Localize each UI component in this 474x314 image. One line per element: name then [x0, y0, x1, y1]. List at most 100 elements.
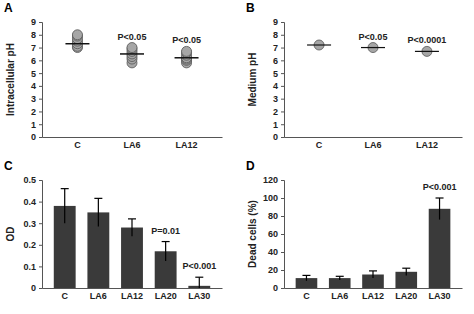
x-tick: LA30	[429, 288, 451, 301]
y-tick-label: 2	[273, 107, 278, 117]
y-tick-label: 0	[31, 132, 36, 142]
y-tick: 7	[31, 43, 42, 53]
y-tick-mark	[281, 99, 284, 100]
x-tick-label: LA12	[176, 140, 198, 150]
y-tick-label: 0.5	[23, 175, 36, 185]
y-tick: 6	[31, 56, 42, 66]
mean-line	[65, 43, 89, 45]
x-tick: LA6	[331, 288, 348, 301]
x-tick: LA20	[155, 288, 177, 301]
y-tick-mark	[281, 180, 284, 181]
y-axis-line	[281, 23, 285, 138]
y-tick: 3	[273, 94, 284, 104]
y-tick: 0.3	[23, 219, 42, 229]
y-axis-title: Dead cells (%)	[247, 200, 258, 268]
annotation: P=0.01	[151, 226, 180, 236]
y-tick-mark	[39, 223, 42, 224]
y-tick: 0	[31, 283, 42, 293]
y-tick-label: 0.2	[23, 240, 36, 250]
y-tick: 0	[273, 283, 284, 293]
x-tick: C	[303, 288, 310, 301]
y-tick: 80	[268, 211, 284, 221]
x-tick-label: LA12	[121, 291, 143, 301]
x-tick: C	[61, 288, 68, 301]
y-tick-mark	[39, 73, 42, 74]
y-tick-mark	[281, 111, 284, 112]
error-bar-line	[98, 198, 99, 226]
y-tick-mark	[281, 137, 284, 138]
point	[72, 30, 82, 40]
y-tick-label: 80	[268, 211, 278, 221]
y-tick-mark	[281, 216, 284, 217]
panel: 0123456789CLA6LA12Intracellular pHAP<0.0…	[4, 1, 223, 150]
panel: 00.10.20.30.40.5CLA6LA12LA20LA30ODCP=0.0…	[4, 159, 223, 301]
y-tick: 0	[273, 132, 284, 142]
error-bar-cap	[162, 241, 170, 242]
error-bar-line	[199, 277, 200, 288]
x-axis: CLA6LA12LA20LA30	[285, 288, 463, 301]
bar	[429, 209, 451, 288]
y-tick: 7	[273, 43, 284, 53]
error-bar-cap	[128, 218, 136, 219]
y-tick: 0.5	[23, 175, 42, 185]
y-axis-line	[39, 181, 43, 289]
figure: 0123456789CLA6LA12Intracellular pHAP<0.0…	[0, 0, 474, 314]
error-bar	[94, 198, 102, 226]
error-bar-cap	[195, 277, 203, 278]
panel-label: C	[4, 159, 13, 173]
error-bar-cap	[302, 275, 310, 276]
y-tick-label: 7	[273, 43, 278, 53]
y-tick: 0.2	[23, 240, 42, 250]
y-tick-label: 2	[31, 107, 36, 117]
y-tick-mark	[281, 60, 284, 61]
y-tick: 5	[273, 68, 284, 78]
y-tick: 2	[273, 107, 284, 117]
y-axis-title: Medium pH	[247, 53, 258, 107]
y-tick: 1	[273, 120, 284, 130]
y-tick: 0.4	[23, 197, 42, 207]
y-tick: 1	[31, 120, 42, 130]
y-axis-title: OD	[5, 227, 16, 242]
y-tick-label: 9	[273, 17, 278, 27]
value-line	[361, 47, 385, 48]
error-bar-line	[306, 275, 307, 280]
x-axis-line	[285, 137, 463, 138]
annotation: P<0.05	[118, 32, 147, 42]
panel-label: B	[246, 1, 255, 15]
y-axis-line	[39, 23, 43, 138]
error-bar-cap	[369, 270, 377, 271]
y-tick-label: 5	[273, 68, 278, 78]
y-tick-mark	[39, 180, 42, 181]
error-bar-line	[165, 242, 166, 261]
y-tick: 9	[273, 17, 284, 27]
error-bar-line	[372, 271, 373, 278]
y-axis: 0123456789	[273, 17, 285, 142]
x-tick-label: LA30	[429, 291, 451, 301]
y-tick-label: 120	[263, 175, 278, 185]
mean-line	[175, 57, 199, 59]
y-tick: 2	[31, 107, 42, 117]
marks	[296, 198, 451, 288]
x-tick-label: C	[61, 291, 68, 301]
y-tick: 60	[268, 229, 284, 239]
y-tick-label: 0	[31, 283, 36, 293]
error-bar-cap	[436, 197, 444, 198]
annotation: P<0.001	[182, 261, 216, 271]
y-tick-label: 0.4	[23, 197, 36, 207]
y-tick-mark	[39, 60, 42, 61]
y-tick-label: 9	[31, 17, 36, 27]
x-tick: C	[316, 137, 323, 150]
y-tick-mark	[39, 124, 42, 125]
y-tick-label: 4	[273, 81, 278, 91]
annotation: P<0.001	[423, 182, 457, 192]
y-tick-mark	[281, 252, 284, 253]
y-tick-mark	[281, 288, 284, 289]
x-tick-label: LA6	[90, 291, 107, 301]
x-tick-label: LA12	[362, 291, 384, 301]
y-tick-label: 1	[273, 120, 278, 130]
y-tick-mark	[281, 22, 284, 23]
x-tick: LA12	[176, 137, 198, 150]
y-tick: 9	[31, 17, 42, 27]
y-tick: 0	[31, 132, 42, 142]
y-tick-label: 40	[268, 247, 278, 257]
